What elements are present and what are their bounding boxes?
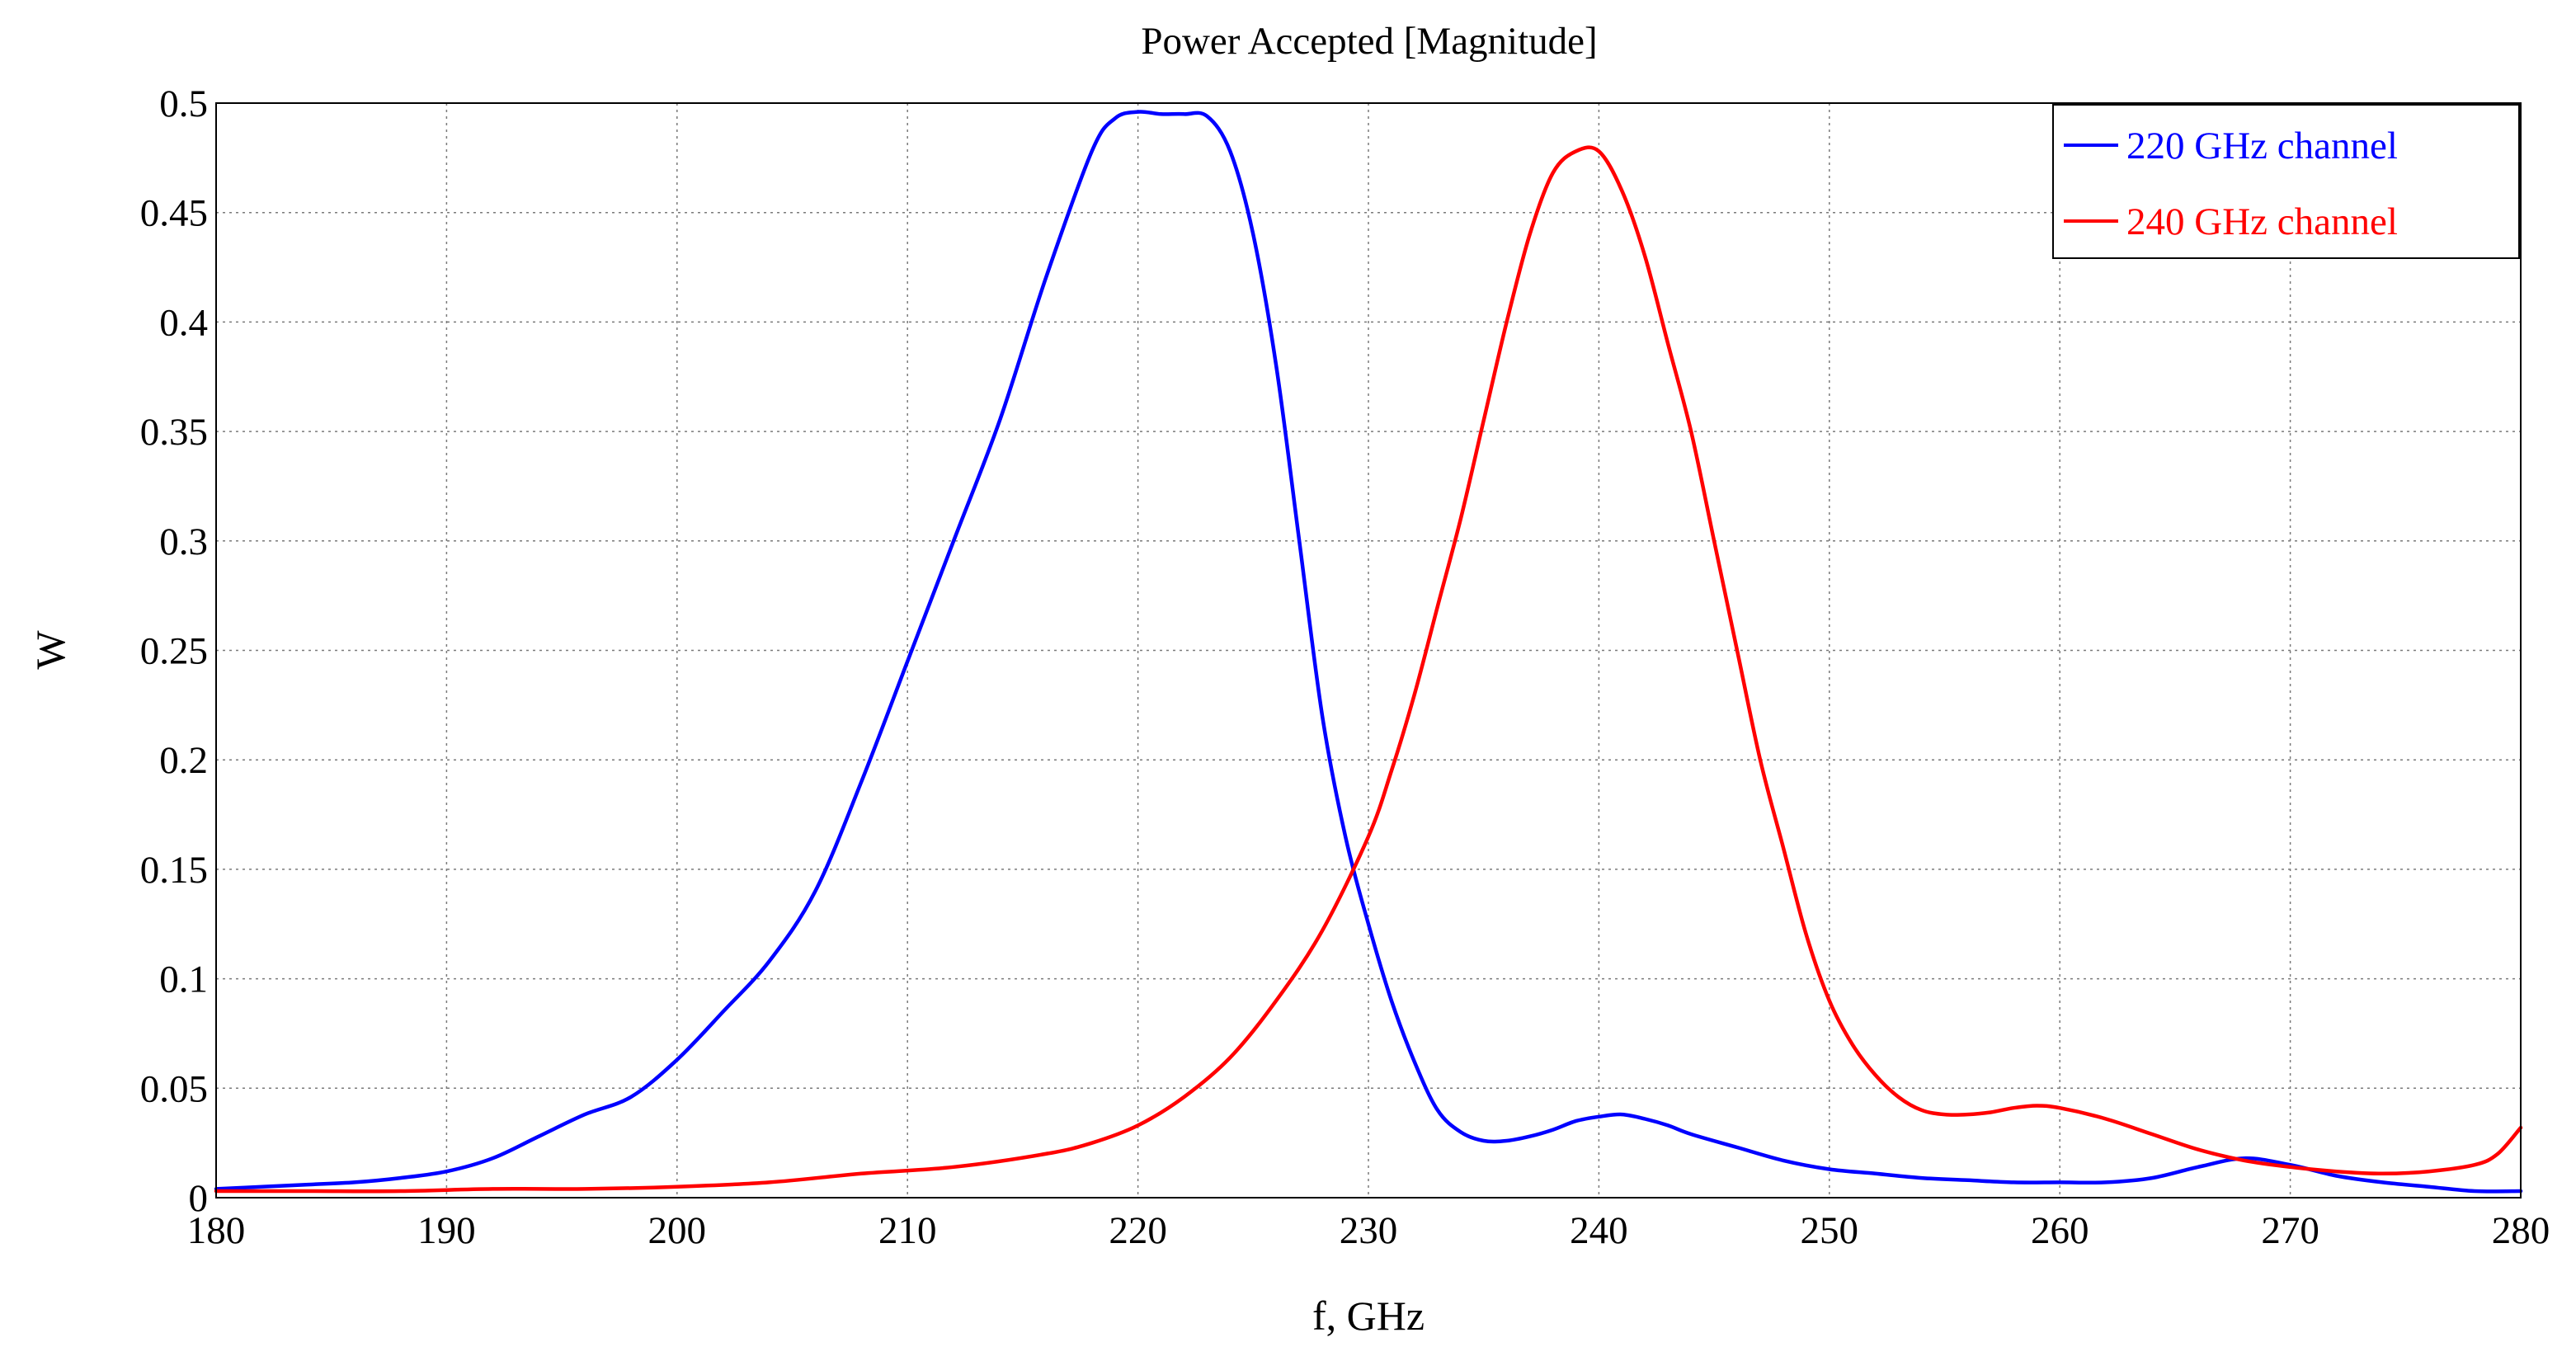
y-tick-label: 0.4 (159, 301, 208, 344)
x-tick-label: 180 (187, 1209, 246, 1252)
legend: 220 GHz channel 240 GHz channel (2052, 104, 2520, 259)
x-tick-label: 280 (2492, 1209, 2550, 1252)
x-tick-label: 260 (2031, 1209, 2089, 1252)
x-tick-label: 190 (417, 1209, 476, 1252)
x-tick-label: 210 (878, 1209, 937, 1252)
x-tick-label: 270 (2261, 1209, 2319, 1252)
x-tick-labels: 180 190 200 210 220 230 240 250 260 270 280 (187, 1209, 2550, 1252)
legend-label-240-ghz: 240 GHz channel (2126, 200, 2398, 243)
y-tick-label: 0.3 (159, 520, 208, 563)
y-axis-label: W (27, 630, 73, 670)
x-tick-label: 200 (648, 1209, 707, 1252)
x-axis-label: f, GHz (1312, 1293, 1425, 1339)
legend-box (2052, 104, 2520, 259)
y-tick-label: 0.35 (140, 411, 208, 454)
x-tick-label: 240 (1570, 1209, 1628, 1252)
x-tick-label: 220 (1109, 1209, 1167, 1252)
y-tick-label: 0.5 (159, 82, 208, 125)
y-tick-label: 0 (189, 1177, 209, 1220)
series-line-240-ghz (214, 145, 2523, 1194)
y-tick-label: 0.15 (140, 849, 208, 892)
legend-label-220-ghz: 220 GHz channel (2126, 125, 2398, 167)
chart-title: Power Accepted [Magnitude] (1141, 20, 1597, 63)
y-tick-label: 0.05 (140, 1067, 208, 1110)
y-tick-label: 0.2 (159, 739, 208, 782)
series-line-220-ghz (214, 110, 2523, 1194)
y-tick-label: 0.1 (159, 958, 208, 1001)
grid-lines (216, 103, 2521, 1198)
y-tick-labels: 0 0.05 0.1 0.15 0.2 0.25 0.3 0.35 0.4 0.45 0.5 (140, 82, 208, 1220)
plot-frame (215, 102, 2522, 1199)
y-tick-label: 0.45 (140, 192, 208, 235)
series-layer (214, 110, 2523, 1194)
x-tick-label: 230 (1340, 1209, 1398, 1252)
y-tick-label: 0.25 (140, 630, 208, 673)
x-tick-label: 250 (1801, 1209, 1859, 1252)
